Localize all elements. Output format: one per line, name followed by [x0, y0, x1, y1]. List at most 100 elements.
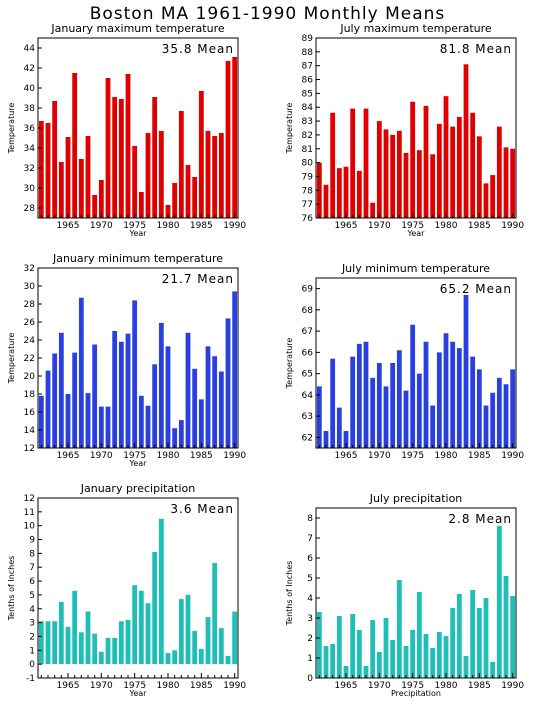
x-tick-label: 1990	[501, 681, 524, 691]
y-tick-label: 84	[302, 103, 314, 113]
plot-frame	[315, 37, 517, 219]
chart-bar	[430, 405, 436, 448]
chart-bar	[376, 652, 382, 678]
chart-bar	[132, 146, 138, 218]
x-tick-label: 1975	[123, 451, 146, 461]
y-tick-label: 40	[24, 84, 36, 94]
y-tick-label: 87	[302, 62, 313, 72]
x-axis-label: Year	[129, 229, 148, 238]
chart-bar	[490, 175, 496, 218]
chart-bar	[450, 126, 456, 218]
x-tick-label: 1985	[468, 451, 491, 461]
chart-bar	[410, 101, 416, 218]
chart-bar	[416, 373, 422, 448]
chart-bar	[218, 628, 224, 665]
chart-bar	[503, 576, 509, 678]
chart-bar	[198, 648, 204, 665]
y-tick-label: 12	[24, 494, 35, 504]
x-tick-label: 1980	[435, 221, 458, 231]
chart-bar	[463, 295, 469, 448]
y-tick-label: 6	[29, 577, 35, 587]
chart-bar	[510, 369, 516, 448]
chart-bar	[58, 332, 64, 448]
chart-bar	[78, 632, 84, 665]
chart-bar	[218, 371, 224, 448]
chart-bar	[185, 594, 191, 665]
chart-jan-max-temp: 28 30 32 34 36 38 40 42 44 1965 1970 1975 1980 1985 19…	[7, 22, 246, 238]
y-tick-label: 1	[29, 646, 35, 656]
chart-bar	[198, 399, 204, 448]
chart-bar	[132, 585, 138, 665]
chart-bar	[496, 526, 502, 678]
chart-title: January precipitation	[80, 482, 196, 495]
chart-bar	[396, 580, 402, 678]
x-tick-label: 1975	[401, 221, 424, 231]
chart-bar	[470, 356, 476, 448]
chart-bar	[98, 651, 104, 665]
y-tick-label: 16	[24, 408, 36, 418]
chart-bar	[58, 601, 64, 665]
chart-bar	[185, 332, 191, 448]
x-tick-label: 1980	[435, 451, 458, 461]
chart-bar	[316, 386, 322, 448]
chart-bar	[52, 621, 58, 665]
chart-bar	[105, 637, 111, 665]
x-tick-label: 1970	[90, 681, 113, 691]
chart-bar	[225, 655, 231, 665]
chart-bar	[205, 131, 211, 218]
chart-bar	[463, 64, 469, 218]
chart-bar	[423, 634, 429, 678]
chart-bar	[212, 136, 218, 218]
x-tick-label: 1965	[335, 451, 358, 461]
chart-title: January maximum temperature	[50, 22, 224, 35]
y-tick-label: 2	[307, 634, 313, 644]
chart-bar	[330, 112, 336, 218]
chart-bar	[430, 154, 436, 218]
chart-bar	[323, 646, 329, 678]
chart-bar	[510, 596, 516, 678]
chart-bar	[65, 626, 71, 665]
chart-bar	[383, 129, 389, 218]
chart-bar	[52, 101, 58, 218]
y-tick-label: 64	[302, 391, 314, 401]
chart-bar	[456, 594, 462, 678]
chart-bar	[172, 428, 178, 448]
x-tick-label: 1990	[223, 221, 246, 231]
chart-bar	[72, 352, 78, 448]
y-axis-label: Temperature	[285, 103, 294, 155]
chart-bar	[118, 341, 124, 448]
y-tick-label: 5	[29, 591, 35, 601]
chart-bar	[192, 368, 198, 448]
y-axis-label: Temperature	[7, 333, 16, 385]
chart-bar	[98, 180, 104, 218]
chart-bar	[456, 116, 462, 218]
y-tick-label: 78	[302, 186, 314, 196]
chart-bar	[443, 333, 449, 448]
x-tick-label: 1975	[123, 221, 146, 231]
x-tick-label: 1985	[190, 681, 213, 691]
y-tick-label: 36	[24, 124, 36, 134]
chart-bar	[232, 57, 238, 218]
y-tick-label: 8	[307, 514, 313, 524]
chart-bar	[356, 170, 362, 218]
chart-bar	[232, 291, 238, 448]
y-tick-label: 22	[24, 354, 35, 364]
chart-bar	[463, 656, 469, 678]
chart-bar	[38, 121, 44, 218]
y-tick-label: 69	[302, 285, 314, 295]
mean-annotation: 65.2 Mean	[440, 282, 512, 296]
chart-jan-min-temp: 12 14 16 18 20 22 24 26 28 30 32 1965 1970 1975 1980 19…	[7, 252, 246, 468]
chart-bar	[138, 395, 144, 448]
chart-bar	[483, 183, 489, 218]
chart-bar	[152, 97, 158, 218]
y-tick-label: 26	[24, 318, 36, 328]
x-tick-label: 1985	[468, 221, 491, 231]
chart-bar	[118, 99, 124, 218]
chart-bar	[396, 350, 402, 448]
x-tick-label: 1985	[190, 221, 213, 231]
chart-bar	[105, 406, 111, 448]
chart-bar	[343, 166, 349, 218]
chart-bar	[350, 356, 356, 448]
chart-bar	[343, 431, 349, 448]
